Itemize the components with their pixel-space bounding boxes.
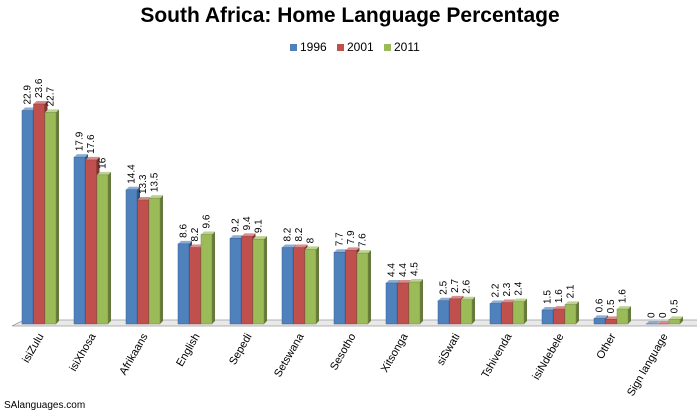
data-label-2001-6: 7.9 (346, 230, 357, 244)
legend-swatch-1996 (290, 44, 297, 51)
category-label-12: Sign language (625, 332, 671, 399)
category-label-1: isiXhosa (67, 331, 99, 374)
bar-2011-9 (512, 298, 527, 325)
data-label-2001-10: 1.6 (554, 289, 565, 303)
data-label-1996-4: 9.2 (231, 218, 242, 232)
data-label-2011-10: 2.1 (566, 284, 577, 298)
data-label-2001-2: 13.3 (138, 174, 149, 194)
data-label-2001-3: 8.2 (190, 227, 201, 241)
legend-label-2011: 2011 (394, 40, 420, 54)
bar-2011-11 (616, 306, 631, 325)
legend-swatch-2001 (337, 44, 344, 51)
data-label-2011-6: 7.6 (358, 233, 369, 247)
bar-2011-12 (668, 316, 683, 325)
data-label-1996-2: 14.4 (127, 164, 138, 184)
data-label-2001-11: 0.5 (606, 299, 617, 313)
bar-2011-2 (148, 195, 163, 325)
data-label-1996-1: 17.9 (75, 131, 86, 151)
data-label-1996-8: 2.5 (439, 280, 450, 294)
category-label-5: Setswana (272, 331, 307, 380)
category-label-7: Xitsonga (379, 331, 411, 375)
category-label-0: isiZulu (20, 332, 46, 366)
category-labels: isiZulu isiXhosa Afrikaans English Sepedi Set… (20, 331, 670, 399)
data-label-1996-7: 4.4 (387, 263, 398, 277)
legend: 1996 2001 2011 (290, 40, 420, 54)
bar-2011-10 (564, 301, 579, 325)
bars (21, 101, 683, 325)
credit-text: SAlanguages.com (4, 400, 85, 411)
data-label-2001-1: 17.6 (86, 134, 97, 154)
bar-2011-6 (356, 250, 371, 325)
bar-2011-1 (96, 171, 111, 325)
bar-2011-7 (408, 279, 423, 325)
bar-2011-8 (460, 296, 475, 325)
category-label-4: Sepedi (227, 332, 255, 368)
bar-2001-12 (657, 321, 672, 325)
legend-label-2001: 2001 (347, 40, 374, 54)
data-label-2001-9: 2.3 (502, 282, 513, 296)
data-label-1996-11: 0.6 (595, 298, 606, 312)
category-label-6: Sesotho (328, 332, 359, 373)
data-label-1996-0: 22.9 (23, 85, 34, 105)
data-label-2001-0: 23.6 (34, 78, 45, 98)
data-label-2011-2: 13.5 (150, 172, 161, 192)
bar-1996-12 (645, 321, 660, 325)
bar-2011-3 (200, 231, 215, 325)
category-label-10: isiNdebele (531, 332, 567, 382)
category-label-3: English (174, 332, 202, 369)
data-label-2001-4: 9.4 (242, 216, 253, 230)
category-label-8: siSwati (435, 332, 463, 368)
data-label-2011-11: 1.6 (618, 289, 629, 303)
category-label-9: Tshivenda (479, 331, 515, 381)
data-label-2011-0: 22.7 (46, 86, 57, 106)
data-label-2001-12: 0 (658, 312, 669, 318)
data-label-2001-5: 8.2 (294, 227, 305, 241)
bar-2011-5 (304, 246, 319, 325)
data-label-1996-6: 7.7 (335, 232, 346, 246)
category-label-11: Other (594, 331, 618, 361)
bar-2011-0 (44, 109, 59, 325)
data-label-2011-5: 8 (306, 237, 317, 243)
data-label-1996-10: 1.5 (543, 290, 554, 304)
chart-title: South Africa: Home Language Percentage (140, 4, 559, 27)
data-label-2011-1: 16 (98, 157, 109, 169)
data-label-2011-9: 2.4 (514, 281, 525, 295)
data-label-2011-3: 9.6 (202, 214, 213, 228)
data-label-1996-3: 8.6 (179, 223, 190, 237)
data-label-2011-8: 2.6 (462, 279, 473, 293)
category-label-2: Afrikaans (117, 331, 151, 377)
data-label-2011-4: 9.1 (254, 219, 265, 233)
legend-swatch-2011 (384, 44, 391, 51)
bar-2011-4 (252, 236, 267, 325)
data-label-2011-7: 4.5 (410, 262, 421, 276)
data-label-2001-7: 4.4 (398, 263, 409, 277)
data-label-2011-12: 0.5 (670, 299, 681, 313)
data-label-2001-8: 2.7 (450, 278, 461, 292)
data-label-1996-5: 8.2 (283, 227, 294, 241)
data-label-1996-9: 2.2 (491, 283, 502, 297)
legend-label-1996: 1996 (300, 40, 327, 54)
data-label-1996-12: 0 (647, 312, 658, 318)
